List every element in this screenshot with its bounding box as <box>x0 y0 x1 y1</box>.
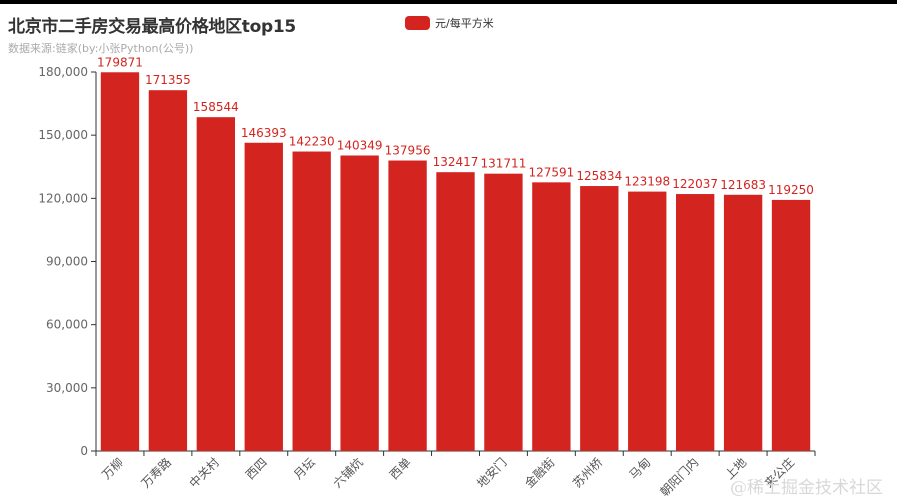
y-tick-label: 30,000 <box>46 381 88 395</box>
x-tick-label: 西单 <box>387 455 414 482</box>
y-tick-label: 60,000 <box>46 318 88 332</box>
chart-title: 北京市二手房交易最高价格地区top15 <box>8 17 296 37</box>
bar[interactable] <box>388 160 427 451</box>
bar[interactable] <box>771 199 811 451</box>
x-tick-label: 马甸 <box>626 455 653 482</box>
legend-label: 元/每平方米 <box>435 17 494 30</box>
x-tick-label: 苏州桥 <box>570 455 605 490</box>
y-tick-label: 180,000 <box>38 65 88 79</box>
legend-item[interactable]: 元/每平方米 <box>405 15 494 31</box>
bar-value-label: 137956 <box>385 144 431 158</box>
bar-value-label: 121683 <box>720 178 766 192</box>
y-tick-label: 90,000 <box>46 255 88 269</box>
top-border <box>0 0 897 4</box>
bar[interactable] <box>484 173 523 451</box>
bar-value-label: 119250 <box>768 183 814 197</box>
bar-value-label: 171355 <box>145 73 191 87</box>
bar-value-label: 123198 <box>624 175 670 189</box>
bar-value-label: 132417 <box>433 155 479 169</box>
bar[interactable] <box>148 90 188 452</box>
bar-value-label: 140349 <box>337 138 383 152</box>
bar[interactable] <box>244 142 283 451</box>
bar-value-label: 131711 <box>481 157 527 171</box>
bar-value-label: 122037 <box>672 177 718 191</box>
y-tick-label: 150,000 <box>38 128 88 142</box>
bar[interactable] <box>100 72 140 452</box>
chart-subtitle: 数据来源:链家(by:小张Python(公号)) <box>8 42 194 55</box>
bar-value-label: 146393 <box>241 126 287 140</box>
x-tick-label: 月坛 <box>291 455 318 482</box>
x-tick-label: 西四 <box>243 455 270 482</box>
watermark: @稀土掘金技术社区 <box>730 478 883 498</box>
bar-value-label: 127591 <box>528 165 574 179</box>
bar[interactable] <box>580 186 619 452</box>
x-tick-label: 金融街 <box>521 455 557 491</box>
bar-value-label: 125834 <box>576 169 622 183</box>
y-tick-label: 120,000 <box>38 191 88 205</box>
bar-value-label: 179871 <box>97 55 143 69</box>
bar-value-label: 158544 <box>193 100 239 114</box>
bar[interactable] <box>532 182 571 451</box>
x-tick-label: 万寿路 <box>138 455 174 491</box>
x-tick-label: 地安门 <box>473 455 509 491</box>
legend-swatch-icon <box>405 16 430 30</box>
bar[interactable] <box>196 117 236 451</box>
bar[interactable] <box>628 191 667 451</box>
bar[interactable] <box>675 194 715 451</box>
bar[interactable] <box>436 172 475 451</box>
bar[interactable] <box>723 194 763 452</box>
x-tick-label: 万柳 <box>99 455 126 482</box>
x-tick-label: 六铺炕 <box>330 455 366 491</box>
x-tick-label: 中关村 <box>186 455 222 491</box>
bar[interactable] <box>292 151 331 451</box>
bar[interactable] <box>340 155 379 452</box>
bar-value-label: 142230 <box>289 135 335 149</box>
x-tick-label: 朝阳门内 <box>657 455 702 500</box>
y-tick-label: 0 <box>80 444 88 458</box>
